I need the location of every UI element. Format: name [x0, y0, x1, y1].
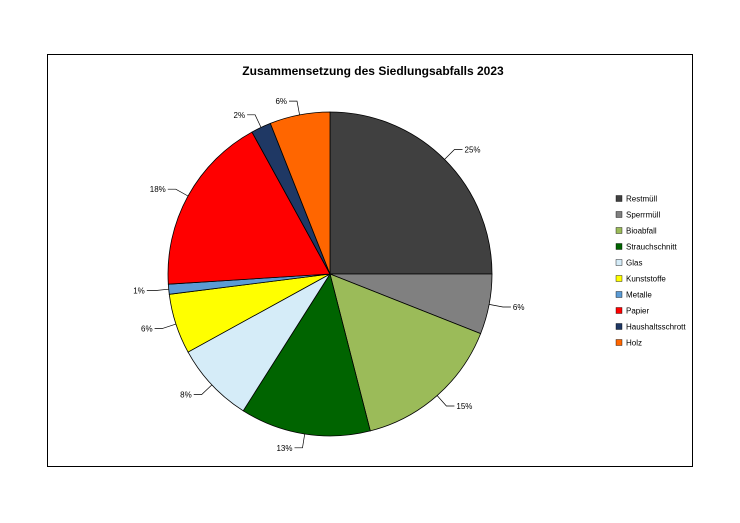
data-label-papier: 18% — [150, 185, 166, 194]
leader-line-sperrmull — [489, 304, 511, 308]
legend-label-strauchschnitt: Strauchschnitt — [626, 243, 677, 252]
legend-label-sperrmull: Sperrmüll — [626, 211, 660, 220]
leader-line-strauchschnitt — [294, 433, 306, 449]
percentage-labels: 25% 6% 15% 13% 8% 6% 1% 18% 2% 6% — [133, 97, 524, 453]
pie-slice-strauchschnitt — [242, 273, 371, 437]
legend-label-kunststoffe: Kunststoffe — [626, 275, 666, 284]
data-label-restmull: 25% — [465, 146, 481, 155]
leader-line-papier — [167, 188, 189, 197]
chart-frame: Zusammensetzung des Siedlungsabfalls 202… — [47, 54, 693, 467]
legend-label-glas: Glas — [626, 259, 642, 268]
legend-swatch-strauchschnitt — [615, 243, 623, 250]
data-label-sperrmull: 6% — [513, 303, 525, 312]
chart-title: Zusammensetzung des Siedlungsabfalls 202… — [242, 64, 504, 78]
legend-label-bioabfall: Bioabfall — [626, 227, 657, 236]
legend-swatch-kunststoffe — [615, 275, 623, 282]
legend-label-papier: Papier — [626, 307, 649, 316]
legend-label-haushaltsschrott: Haushaltsschrott — [626, 323, 686, 332]
legend-swatch-metalle — [615, 291, 623, 298]
data-label-bioabfall: 15% — [456, 402, 472, 411]
legend-swatch-bioabfall — [615, 227, 623, 234]
data-label-strauchschnitt: 13% — [276, 444, 292, 453]
legend-label-metalle: Metalle — [626, 291, 652, 300]
data-label-holz: 6% — [275, 97, 287, 106]
pie-chart: Zusammensetzung des Siedlungsabfalls 202… — [133, 64, 686, 453]
leader-line-restmull — [444, 149, 463, 160]
legend-swatch-haushaltsschrott — [615, 323, 623, 330]
pie-slices — [167, 111, 493, 437]
legend-swatch-papier — [615, 307, 623, 314]
legend: Restmüll Sperrmüll Bioabfall Strauchschnitt… — [615, 195, 686, 348]
legend-swatch-sperrmull — [615, 211, 623, 218]
legend-swatch-holz — [615, 339, 623, 346]
leader-line-bioabfall — [436, 395, 455, 407]
leader-line-kunststoffe — [154, 323, 177, 329]
leader-line-metalle — [146, 288, 169, 291]
leader-line-holz — [289, 100, 300, 115]
data-label-kunststoffe: 6% — [141, 324, 153, 333]
legend-label-restmull: Restmüll — [626, 195, 657, 204]
data-label-haushaltsschrott: 2% — [234, 111, 246, 120]
data-label-metalle: 1% — [133, 287, 145, 296]
legend-swatch-glas — [615, 259, 623, 266]
data-label-glas: 8% — [180, 391, 192, 400]
pie-slice-papier — [167, 131, 331, 285]
legend-swatch-restmull — [615, 195, 623, 202]
pie-slice-restmull — [329, 111, 493, 275]
pie-slice-bioabfall — [329, 273, 482, 432]
leader-line-glas — [193, 384, 213, 395]
legend-label-holz: Holz — [626, 339, 642, 348]
leader-line-haushaltsschrott — [247, 114, 262, 128]
